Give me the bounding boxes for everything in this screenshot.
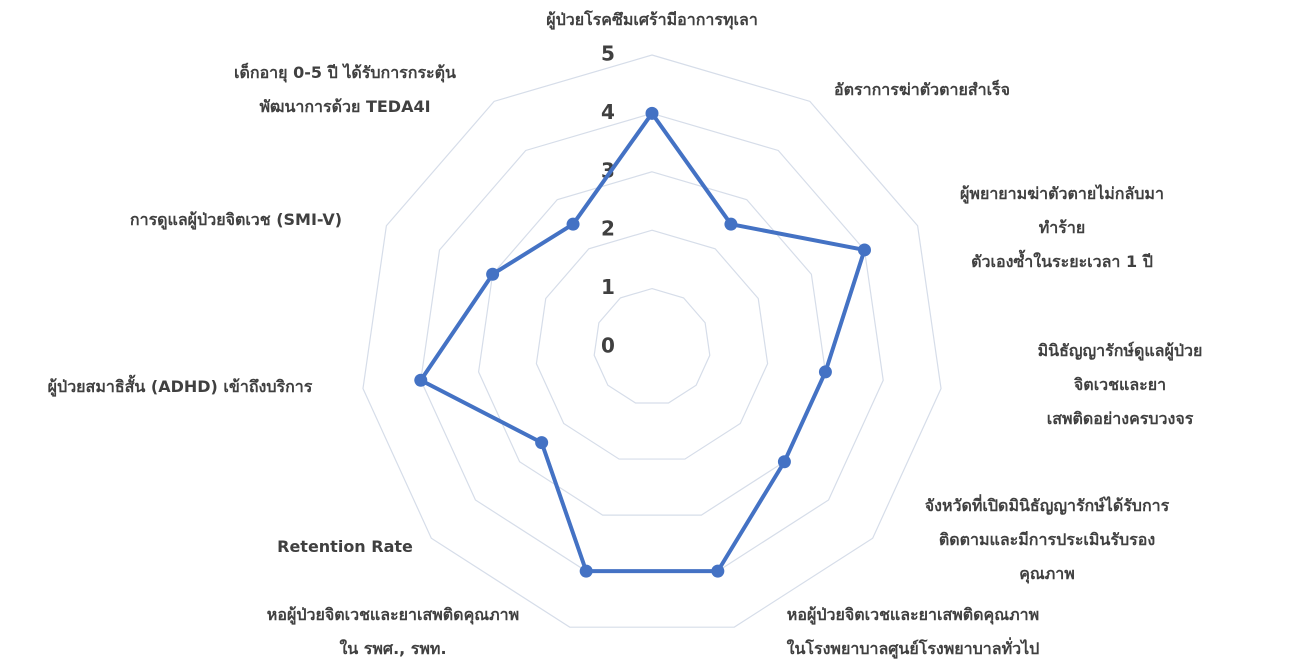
r-tick-label: 4 xyxy=(601,100,615,124)
category-label: มินิธัญญารักษ์ดูแลผู้ป่วยจิตเวชและยา เสพ… xyxy=(1037,341,1203,428)
data-point xyxy=(777,455,791,469)
series-line xyxy=(418,111,867,574)
r-tick-label: 5 xyxy=(601,42,615,66)
data-point xyxy=(535,436,549,450)
category-label: จังหวัดที่เปิดมินิธัญญารักษ์ได้รับการ ติ… xyxy=(924,496,1170,583)
grid-ring xyxy=(535,229,769,460)
category-label: เด็กอายุ 0-5 ปี ได้รับการกระตุ้น พัฒนากา… xyxy=(234,63,456,116)
grid-ring xyxy=(593,287,711,404)
data-point xyxy=(645,106,659,120)
data-point xyxy=(486,267,500,281)
data-point xyxy=(566,217,580,231)
data-point xyxy=(724,217,738,231)
data-point xyxy=(414,373,428,387)
category-label: ผู้ป่วยโรคซึมเศร้ามีอาการทุเลา xyxy=(546,10,758,29)
category-label: การดูแลผู้ป่วยจิตเวช (SMI-V) xyxy=(129,210,343,229)
grid-ring xyxy=(477,171,827,516)
data-point xyxy=(857,243,871,257)
category-label: ผู้ป่วยสมาธิสั้น (ADHD) เข้าถึงบริการ xyxy=(47,377,313,396)
category-label: อัตราการฆ่าตัวตายสำเร็จ xyxy=(833,80,1011,99)
category-label: หอผู้ป่วยจิตเวชและยาเสพติดคุณภาพ ในโรงพย… xyxy=(786,605,1040,658)
r-tick-label: 1 xyxy=(601,275,615,299)
category-label: ผู้พยายามฆ่าตัวตายไม่กลับมาทำร้าย ตัวเอง… xyxy=(960,184,1164,271)
r-tick-label: 2 xyxy=(601,217,615,241)
data-point xyxy=(818,365,832,379)
r-tick-label: 0 xyxy=(601,334,615,358)
r-tick-label: 3 xyxy=(601,158,615,182)
category-label: Retention Rate xyxy=(277,537,413,556)
category-label: หอผู้ป่วยจิตเวชและยาเสพติดคุณภาพ ใน รพศ.… xyxy=(266,605,520,658)
data-point xyxy=(579,564,593,578)
data-point xyxy=(711,564,725,578)
grid-ring xyxy=(420,112,884,572)
grid-ring xyxy=(362,54,942,628)
